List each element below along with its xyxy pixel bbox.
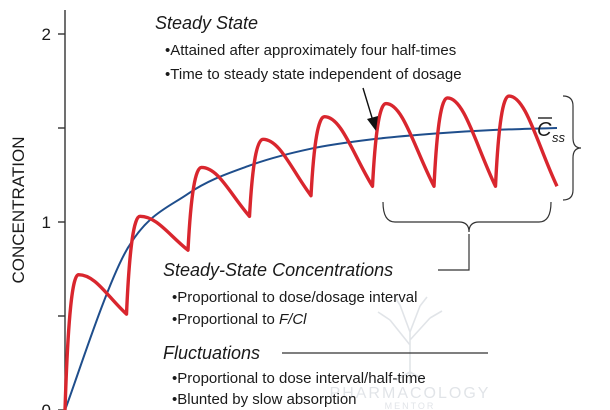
steady-state-bullet-2: •Time to steady state independent of dos… bbox=[165, 66, 462, 83]
steady-state-title: Steady State bbox=[155, 13, 258, 33]
ss-concentrations-bracket bbox=[382, 201, 552, 233]
y-tick-label: 0 bbox=[42, 401, 51, 410]
steady-state-arrow bbox=[362, 87, 378, 131]
y-tick-label: 1 bbox=[42, 213, 51, 232]
ss-concentrations-bullet-1: •Proportional to dose/dosage interval bbox=[172, 289, 417, 306]
y-tick-label: 2 bbox=[42, 25, 51, 44]
ss-concentrations-bullet-2-text: •Proportional to bbox=[172, 311, 279, 328]
y-axis-label: CONCENTRATION bbox=[9, 136, 28, 283]
css-label-subscript: ss bbox=[552, 130, 566, 145]
fluctuation-brace bbox=[562, 95, 582, 201]
css-label-c: C bbox=[537, 119, 552, 141]
fluctuations-bullet-2: •Blunted by slow absorption bbox=[172, 391, 357, 408]
watermark-name: PHARMACOLOGY bbox=[330, 385, 491, 402]
ss-concentrations-bullet-2: •Proportional to F/Cl bbox=[172, 311, 307, 328]
watermark-tree-logo: PHARMACOLOGY MENTOR bbox=[330, 295, 491, 410]
css-label: C ss bbox=[537, 117, 566, 145]
fluctuations-title: Fluctuations bbox=[163, 343, 260, 363]
repeated-dose-curve bbox=[63, 94, 559, 410]
steady-state-bullet-1: •Attained after approximately four half-… bbox=[165, 42, 456, 59]
watermark-sub: MENTOR bbox=[385, 401, 436, 410]
ss-concentrations-connector bbox=[438, 234, 470, 271]
fluctuations-bullet-1: •Proportional to dose interval/half-time bbox=[172, 370, 426, 387]
ss-concentrations-bullet-2-italic: F/Cl bbox=[279, 311, 307, 328]
ss-concentrations-title: Steady-State Concentrations bbox=[163, 260, 393, 280]
